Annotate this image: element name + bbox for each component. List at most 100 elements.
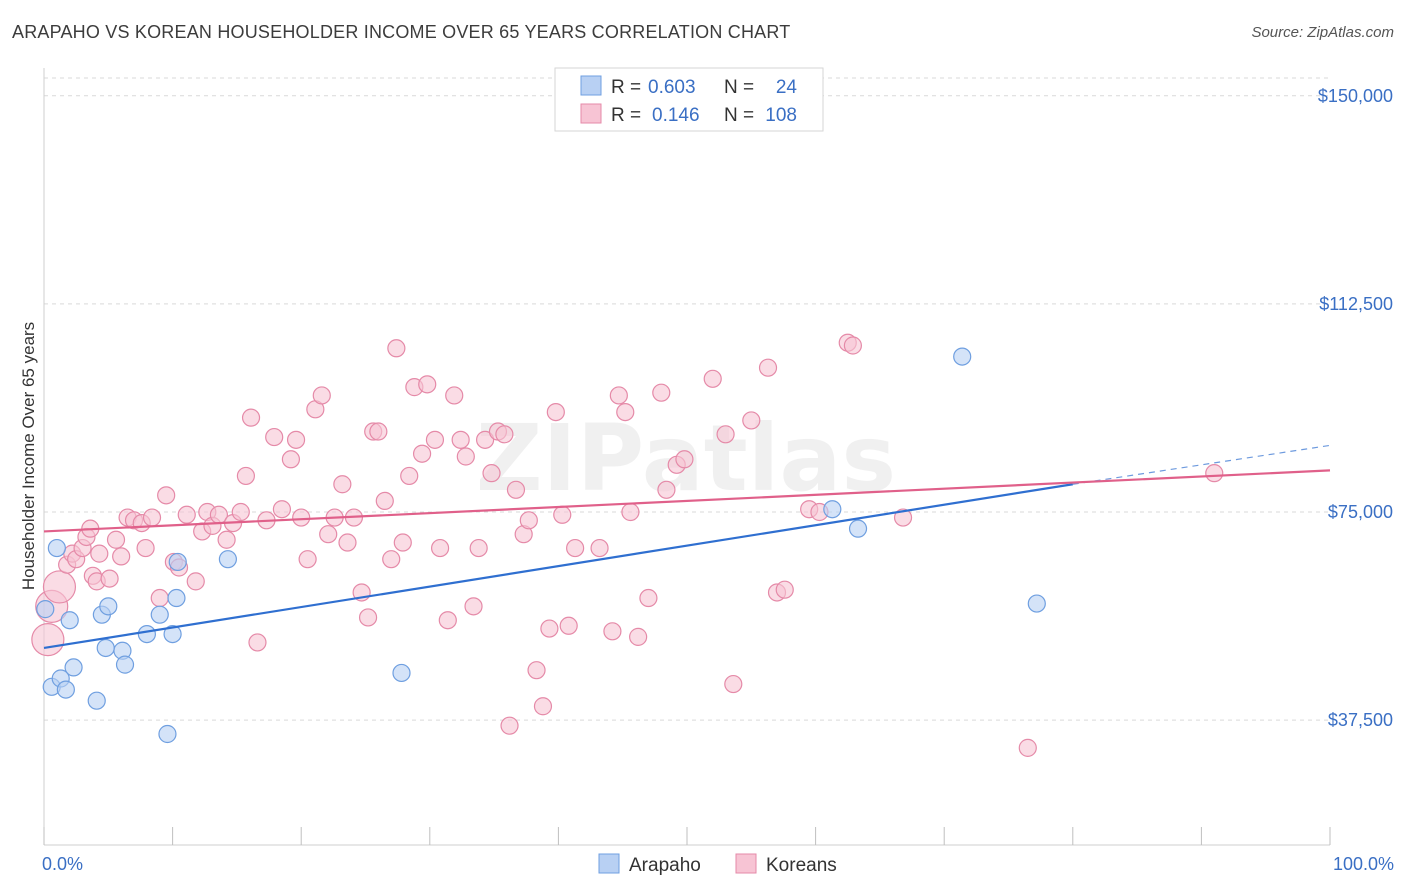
legend-n-value-koreans: 108 xyxy=(765,105,797,126)
point-koreans-80 xyxy=(540,619,559,638)
point-koreans-74 xyxy=(500,716,519,735)
legend-r-label-arapaho: R = xyxy=(611,77,641,98)
y-axis-label: Householder Income Over 65 years xyxy=(19,322,38,590)
point-arapaho-12 xyxy=(115,655,135,674)
point-koreans-84 xyxy=(566,538,585,558)
bottom-legend-swatch-koreans xyxy=(735,853,757,874)
point-koreans-19 xyxy=(142,508,162,527)
point-koreans-47 xyxy=(333,475,352,494)
point-arapaho-17 xyxy=(167,588,186,608)
x-tick-label-max: 100.0% xyxy=(1333,854,1394,874)
point-arapaho-23 xyxy=(953,347,972,366)
point-koreans-90 xyxy=(629,627,648,646)
point-koreans-68 xyxy=(464,597,483,616)
point-koreans-107 xyxy=(893,508,913,527)
bottom-legend-swatch-arapaho xyxy=(598,853,620,874)
point-koreans-57 xyxy=(393,533,412,552)
point-koreans-92 xyxy=(652,383,671,402)
trend-line-koreans xyxy=(43,469,1331,533)
point-koreans-11 xyxy=(90,544,109,563)
legend-n-value-arapaho: 24 xyxy=(776,77,798,98)
chart-title: ARAPAHO VS KOREAN HOUSEHOLDER INCOME OVE… xyxy=(12,22,791,42)
point-koreans-24 xyxy=(177,505,196,524)
y-tick-label-112500: $112,500 xyxy=(1319,294,1393,314)
y-tick-label-75000: $75,000 xyxy=(1328,502,1393,522)
point-koreans-93 xyxy=(657,480,676,499)
point-koreans-55 xyxy=(382,550,401,569)
bottom-legend-label-koreans: Koreans xyxy=(766,855,837,876)
point-arapaho-13 xyxy=(137,624,156,644)
point-koreans-70 xyxy=(475,430,495,449)
point-koreans-48 xyxy=(338,533,357,552)
point-arapaho-19 xyxy=(218,550,237,569)
point-koreans-95 xyxy=(675,450,694,469)
point-koreans-71 xyxy=(482,464,501,483)
point-koreans-37 xyxy=(265,427,284,447)
point-koreans-54 xyxy=(375,491,394,510)
point-koreans-41 xyxy=(292,508,311,527)
point-arapaho-5 xyxy=(60,611,79,630)
legend-n-label-arapaho: N = xyxy=(724,77,754,98)
point-koreans-62 xyxy=(425,430,445,449)
point-koreans-108 xyxy=(1018,738,1037,757)
point-koreans-35 xyxy=(248,633,267,652)
x-tick-label-min: 0.0% xyxy=(42,854,83,874)
point-arapaho-21 xyxy=(823,500,842,519)
point-koreans-69 xyxy=(469,538,488,558)
point-koreans-40 xyxy=(286,430,306,449)
point-arapaho-10 xyxy=(99,597,118,616)
point-arapaho-24 xyxy=(1027,594,1046,613)
point-koreans-99 xyxy=(742,411,761,430)
y-tick-label-150000: $150,000 xyxy=(1318,86,1393,106)
point-arapaho-18 xyxy=(168,552,187,572)
point-arapaho-6 xyxy=(64,658,83,677)
point-koreans-34 xyxy=(241,408,261,427)
point-koreans-97 xyxy=(716,425,735,444)
legend-box: R = 0.603 N = 24 R = 0.146 N = 108 xyxy=(554,67,824,132)
point-koreans-109 xyxy=(1205,464,1224,483)
point-arapaho-22 xyxy=(848,519,868,538)
point-koreans-32 xyxy=(231,502,250,522)
point-koreans-82 xyxy=(553,505,572,524)
point-koreans-42 xyxy=(298,550,317,569)
legend-r-value-koreans: 0.146 xyxy=(652,105,700,126)
trend-line-arapaho xyxy=(43,483,1073,650)
point-koreans-75 xyxy=(506,480,526,499)
point-koreans-30 xyxy=(217,530,236,549)
point-koreans-88 xyxy=(616,403,635,422)
point-koreans-87 xyxy=(609,386,628,405)
gridlines xyxy=(44,77,1330,721)
point-koreans-33 xyxy=(236,466,256,486)
chart-source: Source: ZipAtlas.com xyxy=(1251,24,1394,41)
point-arapaho-0 xyxy=(36,600,55,619)
point-arapaho-20 xyxy=(392,663,411,683)
point-koreans-66 xyxy=(451,430,470,449)
point-koreans-12 xyxy=(100,569,119,588)
point-koreans-13 xyxy=(106,530,126,549)
legend-swatch-arapaho xyxy=(580,75,602,96)
data-points xyxy=(31,333,1224,757)
point-koreans-58 xyxy=(400,466,419,486)
point-koreans-78 xyxy=(527,661,546,680)
point-koreans-89 xyxy=(621,502,640,522)
point-arapaho-14 xyxy=(150,605,169,624)
point-koreans-45 xyxy=(319,525,338,544)
point-koreans-64 xyxy=(438,611,457,630)
point-koreans-86 xyxy=(603,622,622,641)
trend-line-extension-arapaho xyxy=(1072,444,1331,485)
point-koreans-102 xyxy=(775,580,794,599)
point-koreans-21 xyxy=(157,486,176,505)
point-koreans-98 xyxy=(724,674,743,694)
point-koreans-53 xyxy=(369,422,388,441)
point-koreans-63 xyxy=(430,538,450,558)
point-koreans-44 xyxy=(312,386,331,405)
point-koreans-51 xyxy=(358,608,378,627)
point-koreans-60 xyxy=(412,444,432,463)
point-koreans-20 xyxy=(150,588,169,608)
point-koreans-96 xyxy=(703,369,722,388)
trend-lines xyxy=(43,444,1331,650)
y-tick-label-37500: $37,500 xyxy=(1328,710,1393,730)
bottom-legend-label-arapaho: Arapaho xyxy=(629,855,701,876)
x-tick-marks xyxy=(43,827,1331,845)
